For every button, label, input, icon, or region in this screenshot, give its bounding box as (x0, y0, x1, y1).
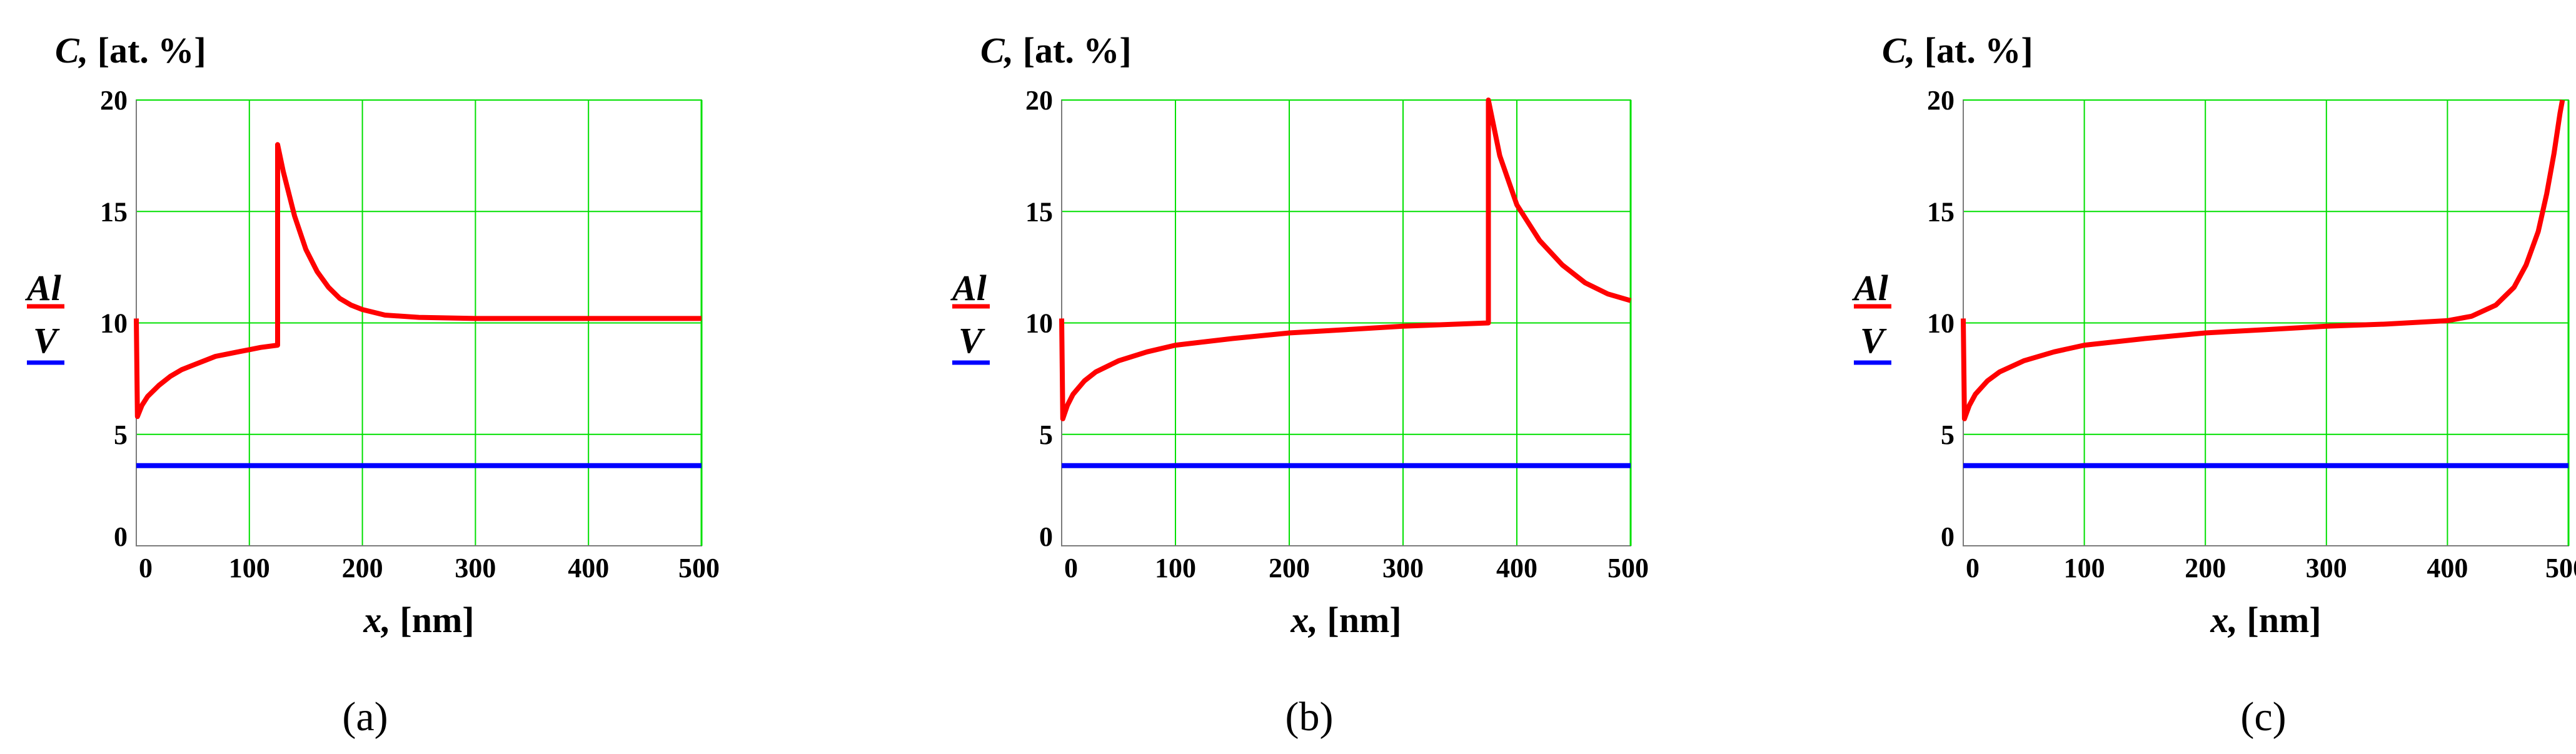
y-axis-variable: C, (980, 30, 1014, 71)
series-line-al (1059, 98, 1632, 421)
y-tick-label: 10 (1025, 308, 1053, 339)
x-tick-label: 400 (568, 553, 609, 583)
y-tick-label: 15 (100, 196, 128, 227)
x-tick-label: 200 (2185, 553, 2226, 583)
x-axis-unit: [nm] (2238, 600, 2322, 640)
panel-label: (b) (1285, 694, 1334, 740)
x-tick-label: 100 (1155, 553, 1196, 583)
x-tick-label: 100 (2064, 553, 2105, 583)
x-tick-label: 100 (229, 553, 270, 583)
x-tick-label: 0 (139, 553, 153, 583)
series-line-al (1961, 99, 2565, 421)
legend-label-al: Al (1852, 268, 1889, 308)
y-tick-label: 15 (1927, 196, 1955, 227)
y-axis-title: C, [at. %] (980, 30, 1132, 71)
x-tick-label: 500 (2545, 553, 2576, 583)
series-line-al (134, 142, 702, 420)
x-tick-label: 200 (1269, 553, 1310, 583)
x-axis-variable: x, (1290, 600, 1318, 640)
y-tick-label: 5 (114, 420, 128, 450)
y-tick-label: 5 (1941, 420, 1955, 450)
x-tick-label: 300 (1382, 553, 1424, 583)
y-tick-label: 15 (1025, 196, 1053, 227)
x-tick-label: 0 (1966, 553, 1980, 583)
y-tick-label: 20 (100, 85, 128, 116)
x-axis-unit: [nm] (1318, 600, 1402, 640)
y-axis-variable: C, (1882, 30, 1915, 71)
y-axis-unit: [at. %] (88, 30, 206, 71)
x-tick-label: 200 (342, 553, 383, 583)
y-tick-label: 20 (1927, 85, 1955, 116)
x-axis-title: x, [nm] (1290, 600, 1401, 640)
y-tick-label: 20 (1025, 85, 1053, 116)
legend-label-al: Al (25, 268, 62, 308)
x-tick-label: 300 (455, 553, 496, 583)
y-axis-unit: [at. %] (1014, 30, 1131, 71)
x-tick-label: 400 (1496, 553, 1537, 583)
y-tick-label: 10 (1927, 308, 1955, 339)
y-axis-title: C, [at. %] (55, 30, 206, 71)
y-axis-variable: C, (55, 30, 88, 71)
panel-label: (c) (2240, 694, 2286, 740)
x-tick-label: 500 (678, 553, 720, 583)
y-tick-label: 5 (1039, 420, 1053, 450)
x-tick-label: 300 (2306, 553, 2347, 583)
x-axis-title: x, [nm] (363, 600, 474, 640)
legend-label-v: V (958, 320, 985, 361)
y-tick-label: 0 (114, 521, 128, 552)
x-tick-label: 0 (1064, 553, 1078, 583)
x-tick-label: 500 (1607, 553, 1649, 583)
x-axis-title: x, [nm] (2210, 600, 2321, 640)
y-tick-label: 0 (1039, 521, 1053, 552)
y-axis-title: C, [at. %] (1882, 30, 2033, 71)
x-axis-unit: [nm] (391, 600, 475, 640)
legend-label-al: Al (950, 268, 987, 308)
legend-label-v: V (1860, 320, 1887, 361)
legend-label-v: V (33, 320, 60, 361)
panel-label: (a) (342, 694, 388, 740)
y-tick-label: 0 (1941, 521, 1955, 552)
y-tick-label: 10 (100, 308, 128, 339)
x-axis-variable: x, (2210, 600, 2238, 640)
x-tick-label: 400 (2427, 553, 2468, 583)
x-axis-variable: x, (363, 600, 391, 640)
y-axis-unit: [at. %] (1915, 30, 2033, 71)
